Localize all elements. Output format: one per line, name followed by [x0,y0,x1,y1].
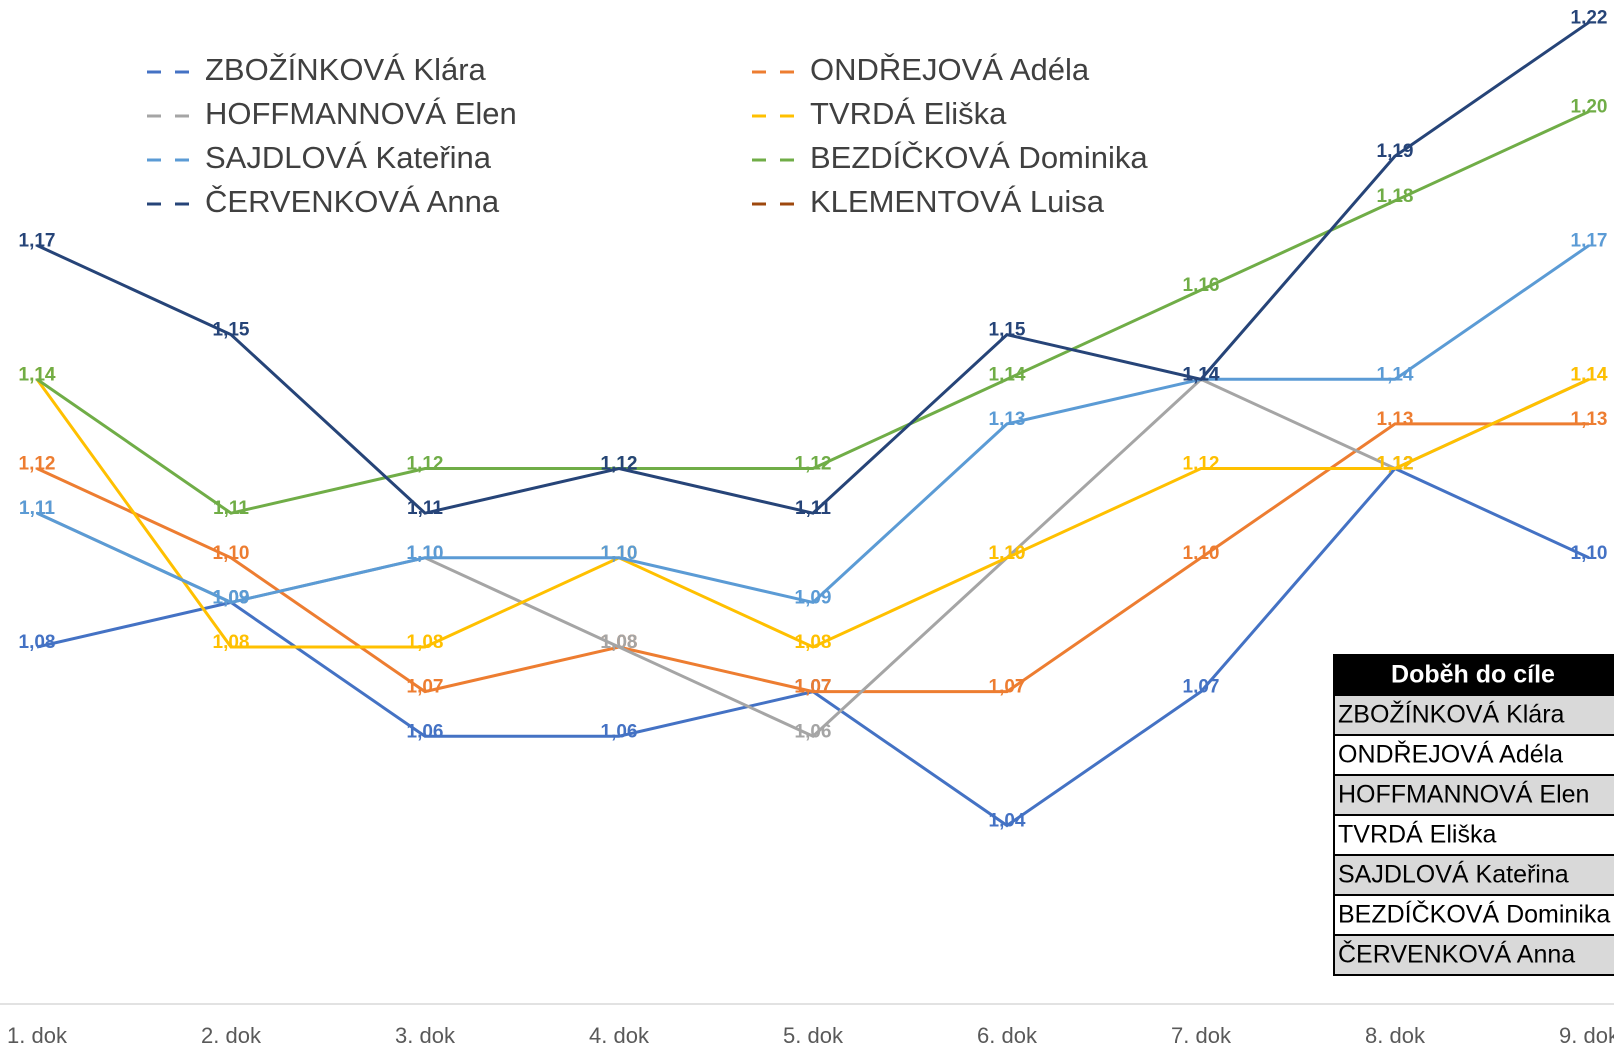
data-label: 1,18 [1377,186,1414,207]
data-label: 1,22 [1571,7,1608,28]
data-label: 1,06 [795,721,832,742]
x-tick-label: 9. dok [1559,1023,1614,1048]
table-cell: TVRDÁ Eliška [1338,820,1496,849]
data-label: 1,19 [1377,141,1414,162]
series-line [36,21,1590,515]
table-row [1333,894,1614,936]
data-label: 1,14 [19,364,56,385]
data-label: 1,14 [19,364,56,385]
data-label: 1,09 [795,587,832,608]
data-label: 1,12 [795,454,832,475]
data-label: 1,13 [989,409,1026,430]
data-label: 1,14 [989,364,1026,385]
data-label: 1,20 [1571,97,1608,118]
table-cell: BEZDÍČKOVÁ Dominika [1338,900,1610,929]
data-label: 1,04 [989,811,1026,832]
data-label: 1,07 [795,677,832,698]
data-label: 1,07 [407,677,444,698]
table-header-bg [1334,655,1614,695]
data-label: 1,13 [1377,409,1414,430]
data-label: 1,12 [407,454,444,475]
data-label: 1,14 [1571,364,1608,385]
data-label: 1,10 [989,543,1026,564]
x-tick-label: 5. dok [783,1023,844,1048]
data-label: 1,14 [1571,364,1608,385]
data-label: 1,09 [213,587,250,608]
data-label: 1,17 [19,230,56,251]
table-cell: ONDŘEJOVÁ Adéla [1338,740,1563,769]
data-label: 1,11 [19,498,55,519]
data-label: 1,10 [213,543,250,564]
legend-label: ONDŘEJOVÁ Adéla [810,52,1090,87]
data-label: 1,11 [213,498,249,519]
data-label: 1,10 [407,543,444,564]
legend-label: TVRDÁ Eliška [810,96,1007,131]
legend-label: KLEMENTOVÁ Luisa [810,184,1105,219]
data-label: 1,08 [601,632,638,653]
legend-label: BEZDÍČKOVÁ Dominika [810,140,1148,175]
data-label: 1,17 [1571,230,1608,251]
x-tick-label: 4. dok [589,1023,650,1048]
data-label: 1,10 [989,543,1026,564]
data-label: 1,10 [1183,543,1220,564]
x-tick-label: 3. dok [395,1023,456,1048]
table-border [1333,654,1614,976]
table-cell: ZBOŽÍNKOVÁ Klára [1338,700,1565,729]
data-label: 1,06 [407,721,444,742]
data-label: 1,08 [407,632,444,653]
data-label: 1,08 [601,632,638,653]
legend-label: SAJDLOVÁ Kateřina [205,140,492,175]
data-label: 1,10 [601,543,638,564]
x-tick-label: 1. dok [7,1023,68,1048]
data-label: 1,12 [1183,454,1220,475]
table-cell: ČERVENKOVÁ Anna [1338,940,1575,969]
table-cell: SAJDLOVÁ Kateřina [1338,860,1569,889]
data-label: 1,09 [213,587,250,608]
data-label: 1,14 [1183,364,1220,385]
data-label: 1,08 [213,632,250,653]
x-tick-label: 7. dok [1171,1023,1232,1048]
legend-label: ČERVENKOVÁ Anna [205,184,500,219]
data-label: 1,08 [795,632,832,653]
x-tick-label: 2. dok [201,1023,262,1048]
legend-label: ZBOŽÍNKOVÁ Klára [205,52,487,87]
x-tick-label: 8. dok [1365,1023,1426,1048]
data-label: 1,16 [1183,275,1220,296]
data-label: 1,06 [601,721,638,742]
data-label: 1,12 [19,454,56,475]
series-line [36,244,1590,605]
data-label: 1,13 [1571,409,1608,430]
x-tick-label: 6. dok [977,1023,1038,1048]
data-label: 1,09 [213,587,250,608]
series-line [35,377,1590,649]
data-label: 1,08 [19,632,56,653]
legend-label: HOFFMANNOVÁ Elen [205,96,517,131]
data-label: 1,12 [601,454,638,475]
data-label: 1,11 [795,498,831,519]
data-label: 1,07 [989,677,1026,698]
data-label: 1,15 [989,320,1026,341]
data-label: 1,10 [1571,543,1608,564]
data-label: 1,11 [19,498,55,519]
table-header: Doběh do cíle [1391,661,1555,689]
data-label: 1,11 [407,498,443,519]
data-label: 1,14 [1377,364,1414,385]
data-label: 1,07 [1183,677,1220,698]
table-cell: HOFFMANNOVÁ Elen [1338,780,1589,809]
data-label: 1,15 [213,320,250,341]
data-label: 1,12 [1377,454,1414,475]
